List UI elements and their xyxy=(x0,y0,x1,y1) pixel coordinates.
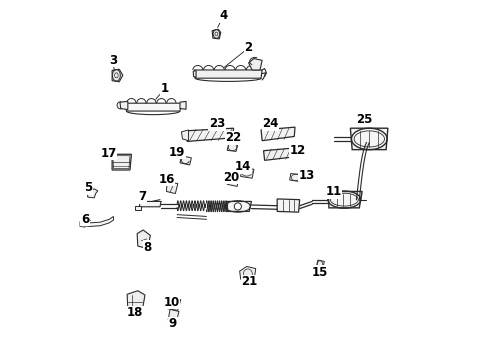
Polygon shape xyxy=(261,127,295,141)
Text: 22: 22 xyxy=(225,131,242,144)
Polygon shape xyxy=(112,69,123,82)
Text: 12: 12 xyxy=(290,144,306,157)
Polygon shape xyxy=(187,128,234,141)
Text: 3: 3 xyxy=(109,54,117,67)
Polygon shape xyxy=(140,202,161,207)
Circle shape xyxy=(234,203,242,210)
Polygon shape xyxy=(127,291,145,311)
Text: 25: 25 xyxy=(357,113,373,126)
Text: 1: 1 xyxy=(161,82,169,95)
Polygon shape xyxy=(277,199,300,212)
Text: 5: 5 xyxy=(84,181,92,194)
Text: 19: 19 xyxy=(169,146,185,159)
Polygon shape xyxy=(212,29,220,39)
Text: 4: 4 xyxy=(220,9,228,22)
Polygon shape xyxy=(290,174,303,182)
Text: 18: 18 xyxy=(127,306,143,319)
Polygon shape xyxy=(120,102,128,110)
Polygon shape xyxy=(80,221,85,227)
Polygon shape xyxy=(83,216,114,226)
Text: 8: 8 xyxy=(144,240,152,254)
Text: 7: 7 xyxy=(138,190,146,203)
Text: 24: 24 xyxy=(263,117,279,130)
Polygon shape xyxy=(180,156,192,165)
Polygon shape xyxy=(328,192,362,208)
Text: 11: 11 xyxy=(325,185,342,198)
Text: 6: 6 xyxy=(81,213,89,226)
Polygon shape xyxy=(226,202,251,211)
Polygon shape xyxy=(193,70,196,77)
Polygon shape xyxy=(87,189,98,198)
Polygon shape xyxy=(240,266,256,282)
Polygon shape xyxy=(166,297,181,310)
Polygon shape xyxy=(168,309,179,322)
Polygon shape xyxy=(112,154,131,170)
Text: 2: 2 xyxy=(245,41,253,54)
Text: 20: 20 xyxy=(223,171,240,184)
Polygon shape xyxy=(167,182,178,194)
Text: 9: 9 xyxy=(169,317,177,330)
Polygon shape xyxy=(317,260,324,269)
Polygon shape xyxy=(181,130,189,141)
Polygon shape xyxy=(137,230,150,249)
Polygon shape xyxy=(241,167,254,178)
Polygon shape xyxy=(113,156,130,168)
Text: 17: 17 xyxy=(100,147,117,160)
Polygon shape xyxy=(194,70,262,78)
Polygon shape xyxy=(135,206,141,210)
Text: 23: 23 xyxy=(209,117,225,130)
Polygon shape xyxy=(264,148,296,160)
Polygon shape xyxy=(180,102,186,109)
Text: 10: 10 xyxy=(164,296,180,309)
Text: 21: 21 xyxy=(241,275,257,288)
Text: 16: 16 xyxy=(158,173,174,186)
Polygon shape xyxy=(248,59,262,70)
Polygon shape xyxy=(350,128,388,150)
Polygon shape xyxy=(227,143,238,152)
Text: 15: 15 xyxy=(312,266,328,279)
Text: 14: 14 xyxy=(235,160,251,173)
Polygon shape xyxy=(126,103,181,111)
Polygon shape xyxy=(227,176,239,186)
Text: 13: 13 xyxy=(298,169,315,182)
